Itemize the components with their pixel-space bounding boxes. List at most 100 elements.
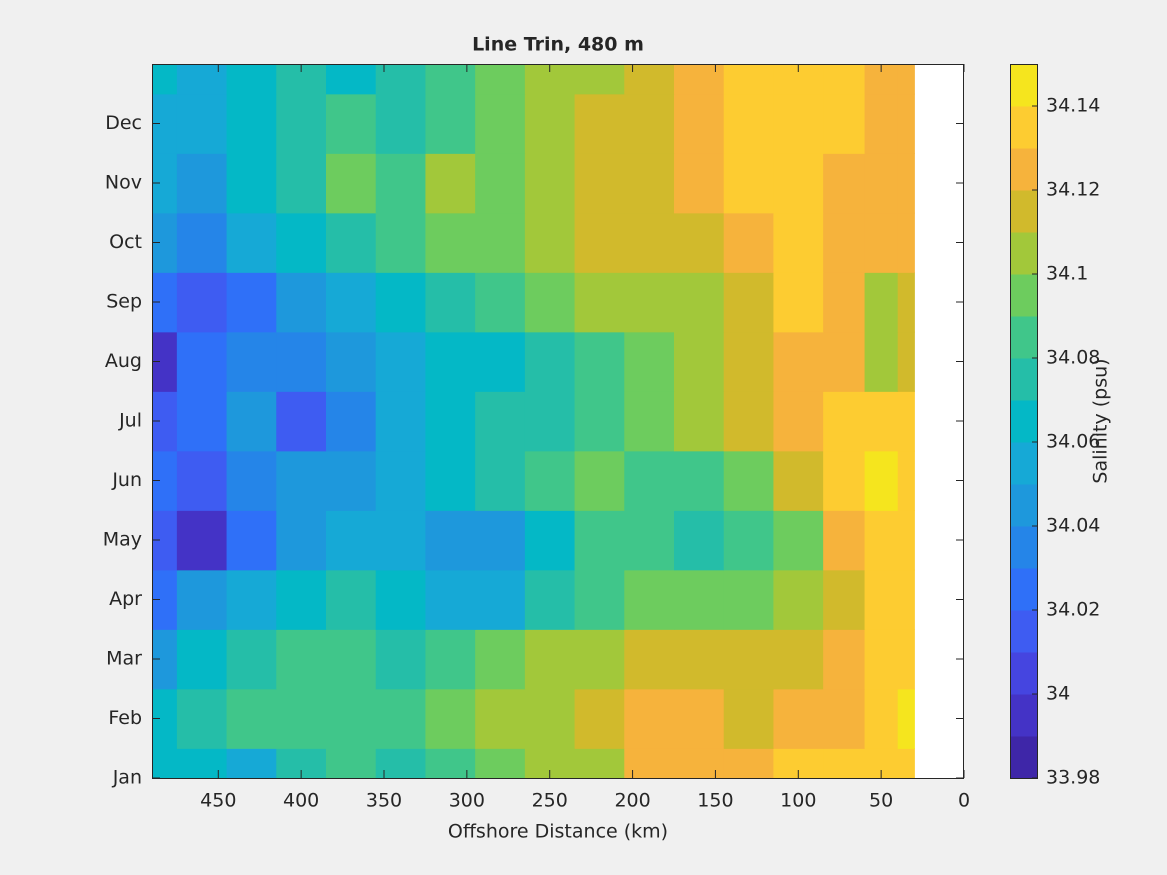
contour-cell [864, 510, 899, 571]
contour-cell [574, 93, 625, 154]
contour-cell [823, 629, 866, 690]
contour-cell [176, 64, 228, 95]
contour-cell [276, 510, 327, 571]
contour-cell [823, 331, 866, 392]
y-tick-label: Apr [109, 588, 142, 610]
contour-cell [897, 272, 915, 333]
colorbar-swatch [1010, 106, 1037, 149]
contour-cell [176, 153, 228, 214]
contour-cell [574, 153, 625, 214]
contour-cell [574, 688, 625, 749]
contour-cell [425, 331, 476, 392]
contour-cell [425, 64, 476, 95]
contour-cell [475, 629, 526, 690]
contour-cell [574, 64, 625, 95]
contour-cell [425, 569, 476, 630]
colorbar-tick-label: 34.04 [1046, 515, 1100, 537]
contour-cell [475, 272, 526, 333]
contour-cell [624, 569, 675, 630]
contour-cell [823, 688, 866, 749]
contour-cell [226, 569, 277, 630]
contour-cell [723, 93, 775, 154]
contour-cell [326, 93, 377, 154]
contour-cell [723, 450, 775, 511]
contour-cell [326, 64, 377, 95]
contour-cell [823, 153, 866, 214]
contour-cell [326, 391, 377, 452]
contour-cell [773, 93, 824, 154]
contour-cell [723, 391, 775, 452]
contour-cell [226, 450, 277, 511]
contour-cell [897, 688, 915, 749]
contour-cell [176, 510, 228, 571]
y-tick-label: Dec [105, 112, 142, 134]
contour-cell [176, 331, 228, 392]
contour-cell [574, 212, 625, 273]
contour-cell [375, 212, 427, 273]
contour-cell [897, 748, 915, 779]
contour-cell [624, 212, 675, 273]
contour-cell [674, 391, 725, 452]
contour-cell [524, 153, 576, 214]
contour-cell [326, 331, 377, 392]
colorbar-frame [1010, 64, 1038, 779]
contour-cell [326, 748, 377, 779]
contour-cell [425, 153, 476, 214]
contour-cell [524, 212, 576, 273]
contour-cell [823, 391, 866, 452]
contour-cell [624, 153, 675, 214]
contour-cell [674, 212, 725, 273]
contour-cell [152, 748, 178, 779]
contour-cell [674, 748, 725, 779]
colorbar-swatch [1010, 64, 1037, 107]
contour-cell [864, 450, 899, 511]
contour-cell [674, 272, 725, 333]
contour-cell [475, 748, 526, 779]
contour-cell [897, 569, 915, 630]
contour-cell [375, 688, 427, 749]
contour-cell [524, 629, 576, 690]
contour-cell [375, 569, 427, 630]
contour-cell [276, 212, 327, 273]
contour-cell [773, 212, 824, 273]
contour-cell [864, 272, 899, 333]
contour-cell [674, 510, 725, 571]
contour-cell [624, 331, 675, 392]
contour-cell [326, 212, 377, 273]
contour-cell [674, 64, 725, 95]
contour-cell [425, 748, 476, 779]
contour-cell [176, 569, 228, 630]
contour-cell [276, 391, 327, 452]
contour-cell [226, 64, 277, 95]
contour-cell [326, 450, 377, 511]
contour-cell [823, 93, 866, 154]
contour-cell [773, 510, 824, 571]
contour-cell [574, 391, 625, 452]
contour-cell [624, 93, 675, 154]
contour-cell [574, 331, 625, 392]
contour-cell [326, 510, 377, 571]
contour-cell [326, 153, 377, 214]
colorbar-swatch [1010, 736, 1037, 779]
contour-cell [823, 510, 866, 571]
contour-cell [864, 569, 899, 630]
contour-cell [624, 629, 675, 690]
contour-cell [624, 510, 675, 571]
contour-cell [773, 569, 824, 630]
contour-cell [176, 391, 228, 452]
colorbar-swatch [1010, 274, 1037, 317]
y-tick-label: Jan [112, 767, 142, 789]
contour-cell [823, 450, 866, 511]
contour-cell [176, 748, 228, 779]
contour-cell [326, 629, 377, 690]
y-tick-label: Jul [118, 410, 142, 432]
contour-cell [475, 510, 526, 571]
contour-cell [674, 450, 725, 511]
contour-cell [375, 510, 427, 571]
contour-cell [864, 688, 899, 749]
contour-cell [823, 272, 866, 333]
contour-cell [773, 391, 824, 452]
contour-cell [897, 450, 915, 511]
contour-cell [897, 212, 915, 273]
contour-cell [176, 212, 228, 273]
